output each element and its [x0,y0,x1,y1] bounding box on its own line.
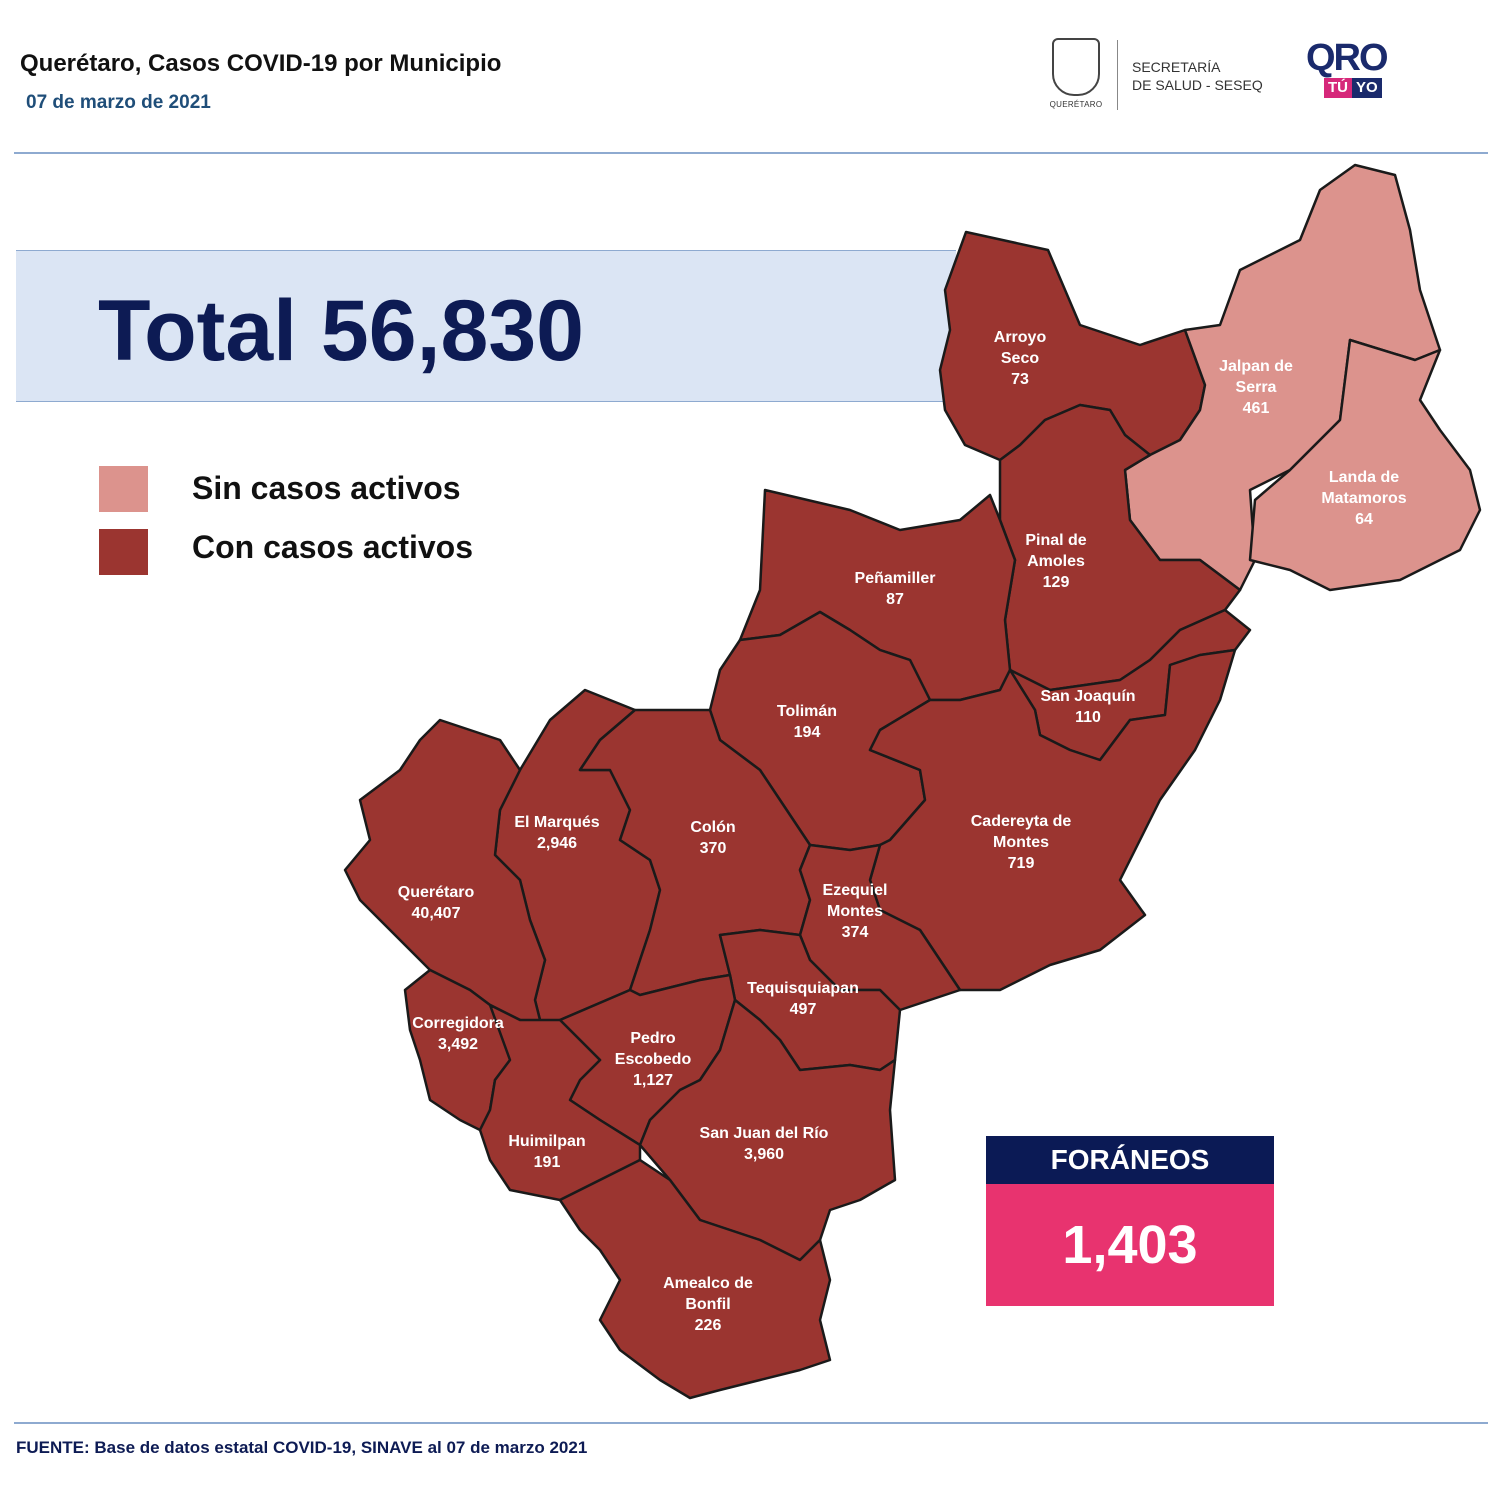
municipio-case-count: 110 [1075,709,1101,726]
municipio-label-colon: Colón 370 [690,817,735,859]
legend-swatch-con-casos [99,529,148,575]
municipio-label-penamiller: Peñamiller 87 [855,568,936,610]
municipio-case-count: 3,960 [743,1146,785,1163]
municipio-label-tequisquiapan: Tequisquiapan 497 [747,978,859,1020]
state-seal-icon [1052,38,1100,96]
footer-divider [14,1422,1488,1424]
municipio-region-ezequiel-montes [798,843,962,1012]
municipio-name: Pinal de [1025,532,1087,549]
municipio-label-pinal-de-amoles: Pinal de Amoles 129 [1025,530,1086,593]
municipio-label-ezequiel-montes: Ezequiel Montes 374 [823,880,888,943]
qro-tu-yo-logo: QRO TÚ YO [1306,37,1410,102]
municipio-label-jalpan-de-serra: Jalpan de Serra 461 [1219,356,1293,419]
municipio-label-queretaro: Querétaro 40,407 [398,882,474,924]
total-band [16,250,956,402]
secretaria-line1: SECRETARÍA [1132,59,1221,75]
report-date: 07 de marzo de 2021 [26,92,211,113]
municipio-region-cadereyta-de-montes [868,648,1237,992]
municipio-name: Querétaro [397,884,475,901]
municipio-region-landa-de-matamoros [1248,338,1482,592]
municipio-name: El Marqués [514,814,600,831]
municipio-name: Ezequiel [822,882,888,899]
municipio-case-count: 374 [841,924,869,941]
foraneos-header: FORÁNEOS [986,1136,1274,1184]
municipio-case-count: 226 [694,1317,722,1334]
municipio-label-landa-de-matamoros: Landa de Matamoros 64 [1321,467,1406,530]
municipio-label-pedro-escobedo: Pedro Escobedo 1,127 [615,1028,691,1091]
municipio-label-huimilpan: Huimilpan 191 [508,1131,585,1173]
municipio-label-el-marques: El Marqués 2,946 [514,812,599,854]
municipio-label-arroyo-seco: Arroyo Seco 73 [994,327,1046,390]
municipio-case-count: 2,946 [536,835,578,852]
municipio-label-san-joaquin: San Joaquín 110 [1040,686,1135,728]
municipio-label-amealco-de-bonfil: Amealco de Bonfil 226 [663,1273,753,1336]
municipio-name: Jalpan de [1219,358,1293,375]
municipio-name-line2: Escobedo [614,1051,692,1068]
municipio-case-count: 191 [533,1154,561,1171]
legend-label-sin-casos: Sin casos activos [192,470,461,506]
municipio-case-count: 497 [789,1001,817,1018]
logo-divider [1117,40,1118,110]
municipio-name: San Joaquín [1040,688,1136,705]
municipio-case-count: 719 [1007,855,1035,872]
municipio-name: Pedro [630,1030,676,1047]
state-government-logo: QUERÉTARO [1036,38,1116,109]
legend-label-con-casos: Con casos activos [192,529,473,565]
municipio-name: Amealco de [663,1275,753,1292]
municipio-name: Peñamiller [854,570,936,587]
secretaria-logo-text: SECRETARÍA DE SALUD - SESEQ [1132,58,1263,94]
municipio-case-count: 1,127 [632,1072,674,1089]
source-footnote: FUENTE: Base de datos estatal COVID-19, … [16,1438,588,1457]
tu-yo-badge: TÚ YO [1324,78,1396,100]
municipio-name-line2: Montes [993,834,1049,851]
tu-badge: TÚ [1324,78,1352,98]
municipio-name: San Juan del Río [699,1125,829,1142]
municipio-name: Landa de [1328,469,1400,486]
municipio-name-line2: Matamoros [1321,490,1407,507]
municipio-label-san-juan-del-rio: San Juan del Río 3,960 [700,1123,829,1165]
municipio-name: Corregidora [412,1015,504,1032]
yo-badge: YO [1352,78,1382,98]
municipio-name: Arroyo [993,329,1047,346]
municipio-case-count: 64 [1355,511,1373,528]
municipio-case-count: 73 [1011,371,1029,388]
qro-logo-text: QRO [1306,37,1389,79]
municipio-case-count: 129 [1042,574,1070,591]
municipio-name-line2: Amoles [1027,553,1085,570]
municipio-name: Colón [690,819,736,836]
municipio-case-count: 3,492 [437,1036,479,1053]
municipio-case-count: 370 [699,840,727,857]
municipio-name-line2: Bonfil [685,1296,731,1313]
municipio-label-toliman: Tolimán 194 [777,701,837,743]
legend-swatch-sin-casos [99,466,148,512]
total-cases: Total 56,830 [98,283,584,379]
municipio-label-corregidora: Corregidora 3,492 [412,1013,504,1055]
municipio-case-count: 194 [793,724,821,741]
municipio-name: Huimilpan [508,1133,586,1150]
page-title: Querétaro, Casos COVID-19 por Municipio [20,50,502,77]
foraneos-value: 1,403 [986,1184,1274,1306]
municipio-name-line2: Montes [827,903,883,920]
municipio-name-line2: Seco [1000,350,1040,367]
municipio-region-amealco-de-bonfil [558,1158,832,1400]
municipio-name: Tequisquiapan [747,980,859,997]
municipio-case-count: 40,407 [411,905,461,922]
municipio-label-cadereyta-de-montes: Cadereyta de Montes 719 [971,811,1072,874]
municipio-name: Cadereyta de [970,813,1072,830]
municipio-case-count: 87 [886,591,904,608]
state-logo-caption: QUERÉTARO [1049,100,1103,109]
municipio-name-line2: Serra [1235,379,1277,396]
secretaria-line2: DE SALUD - SESEQ [1132,77,1263,93]
municipio-name: Tolimán [776,703,838,720]
municipio-case-count: 461 [1242,400,1270,417]
header-divider [14,152,1488,154]
